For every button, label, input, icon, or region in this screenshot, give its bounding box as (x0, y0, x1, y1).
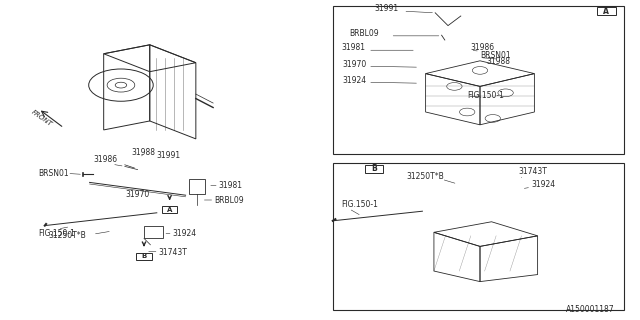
Text: B: B (371, 164, 377, 173)
Text: FRONT: FRONT (30, 109, 53, 128)
Text: 31988: 31988 (131, 148, 155, 157)
Bar (144, 226, 163, 238)
Bar (189, 179, 205, 194)
Text: 31970: 31970 (125, 190, 150, 199)
Text: FIG.150-1: FIG.150-1 (38, 229, 76, 238)
Text: 31924: 31924 (173, 229, 197, 238)
Text: A150001187: A150001187 (566, 305, 614, 314)
Text: 31986: 31986 (93, 155, 118, 164)
Text: 31981: 31981 (219, 181, 243, 190)
Text: 31250T*B: 31250T*B (406, 172, 444, 181)
Text: 31981: 31981 (341, 43, 365, 52)
Text: 31970: 31970 (342, 60, 367, 69)
Text: BRBL09: BRBL09 (349, 29, 378, 38)
Text: FIG.150-1: FIG.150-1 (341, 200, 378, 209)
Text: 31986: 31986 (470, 43, 495, 52)
Text: BRSN01: BRSN01 (480, 51, 511, 60)
Text: 31924: 31924 (531, 180, 556, 189)
Text: 31743T: 31743T (518, 167, 547, 176)
Bar (333, 6, 624, 154)
Text: BRBL09: BRBL09 (214, 196, 244, 204)
Text: 31250T*B: 31250T*B (48, 231, 86, 240)
Text: BRSN01: BRSN01 (38, 169, 69, 178)
Text: 31743T: 31743T (159, 248, 188, 257)
Text: B: B (141, 253, 147, 259)
Bar (333, 163, 624, 310)
Text: 31991: 31991 (157, 151, 181, 160)
Text: A: A (604, 7, 609, 16)
Text: FIG.150-1: FIG.150-1 (467, 91, 504, 100)
Text: 31991: 31991 (374, 4, 399, 13)
Text: 31988: 31988 (486, 57, 511, 66)
Text: 31924: 31924 (342, 76, 367, 85)
Text: A: A (167, 207, 172, 213)
